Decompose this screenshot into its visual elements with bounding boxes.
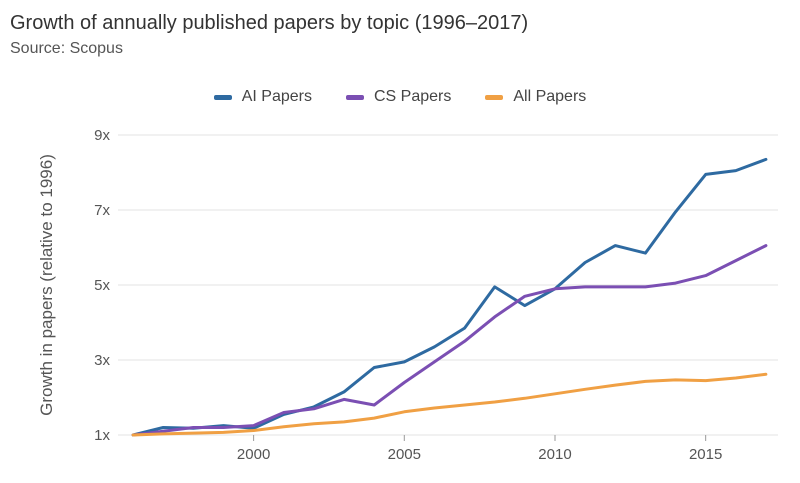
chart-subtitle: Source: Scopus — [10, 40, 123, 57]
grid-lines — [118, 134, 778, 436]
x-tick-label: 2000 — [237, 446, 270, 463]
x-tick-label: 2015 — [689, 446, 722, 463]
y-axis-ticks: 1x 3x 5x 7x 9x — [94, 127, 110, 444]
y-axis-label: Growth in papers (relative to 1996) — [37, 154, 56, 416]
series-lines — [131, 157, 768, 437]
legend-swatch-ai — [213, 94, 232, 100]
y-tick-label: 5x — [94, 277, 110, 294]
series-line-cs-papers[interactable] — [131, 244, 768, 437]
legend: AI Papers CS Papers All Papers — [0, 88, 800, 106]
series-line-all-papers[interactable] — [131, 372, 768, 437]
legend-swatch-all — [485, 94, 504, 100]
legend-item-all[interactable]: All Papers — [485, 88, 586, 106]
legend-item-ai[interactable]: AI Papers — [213, 88, 312, 106]
legend-label-all: All Papers — [513, 88, 587, 105]
legend-item-cs[interactable]: CS Papers — [345, 88, 452, 106]
y-tick-label: 3x — [94, 352, 110, 369]
chart-title: Growth of annually published papers by t… — [10, 12, 529, 34]
y-tick-label: 1x — [94, 427, 110, 444]
legend-label-cs: CS Papers — [373, 88, 452, 105]
x-tick-label: 2010 — [538, 446, 571, 463]
series-line-ai-papers[interactable] — [131, 157, 768, 437]
y-tick-label: 9x — [94, 127, 110, 144]
y-tick-label: 7x — [94, 202, 110, 219]
legend-swatch-cs — [345, 94, 364, 100]
x-tick-label: 2005 — [388, 446, 421, 463]
x-axis-ticks: 2000 2005 2010 2015 — [237, 435, 722, 463]
legend-label-ai: AI Papers — [241, 88, 312, 105]
